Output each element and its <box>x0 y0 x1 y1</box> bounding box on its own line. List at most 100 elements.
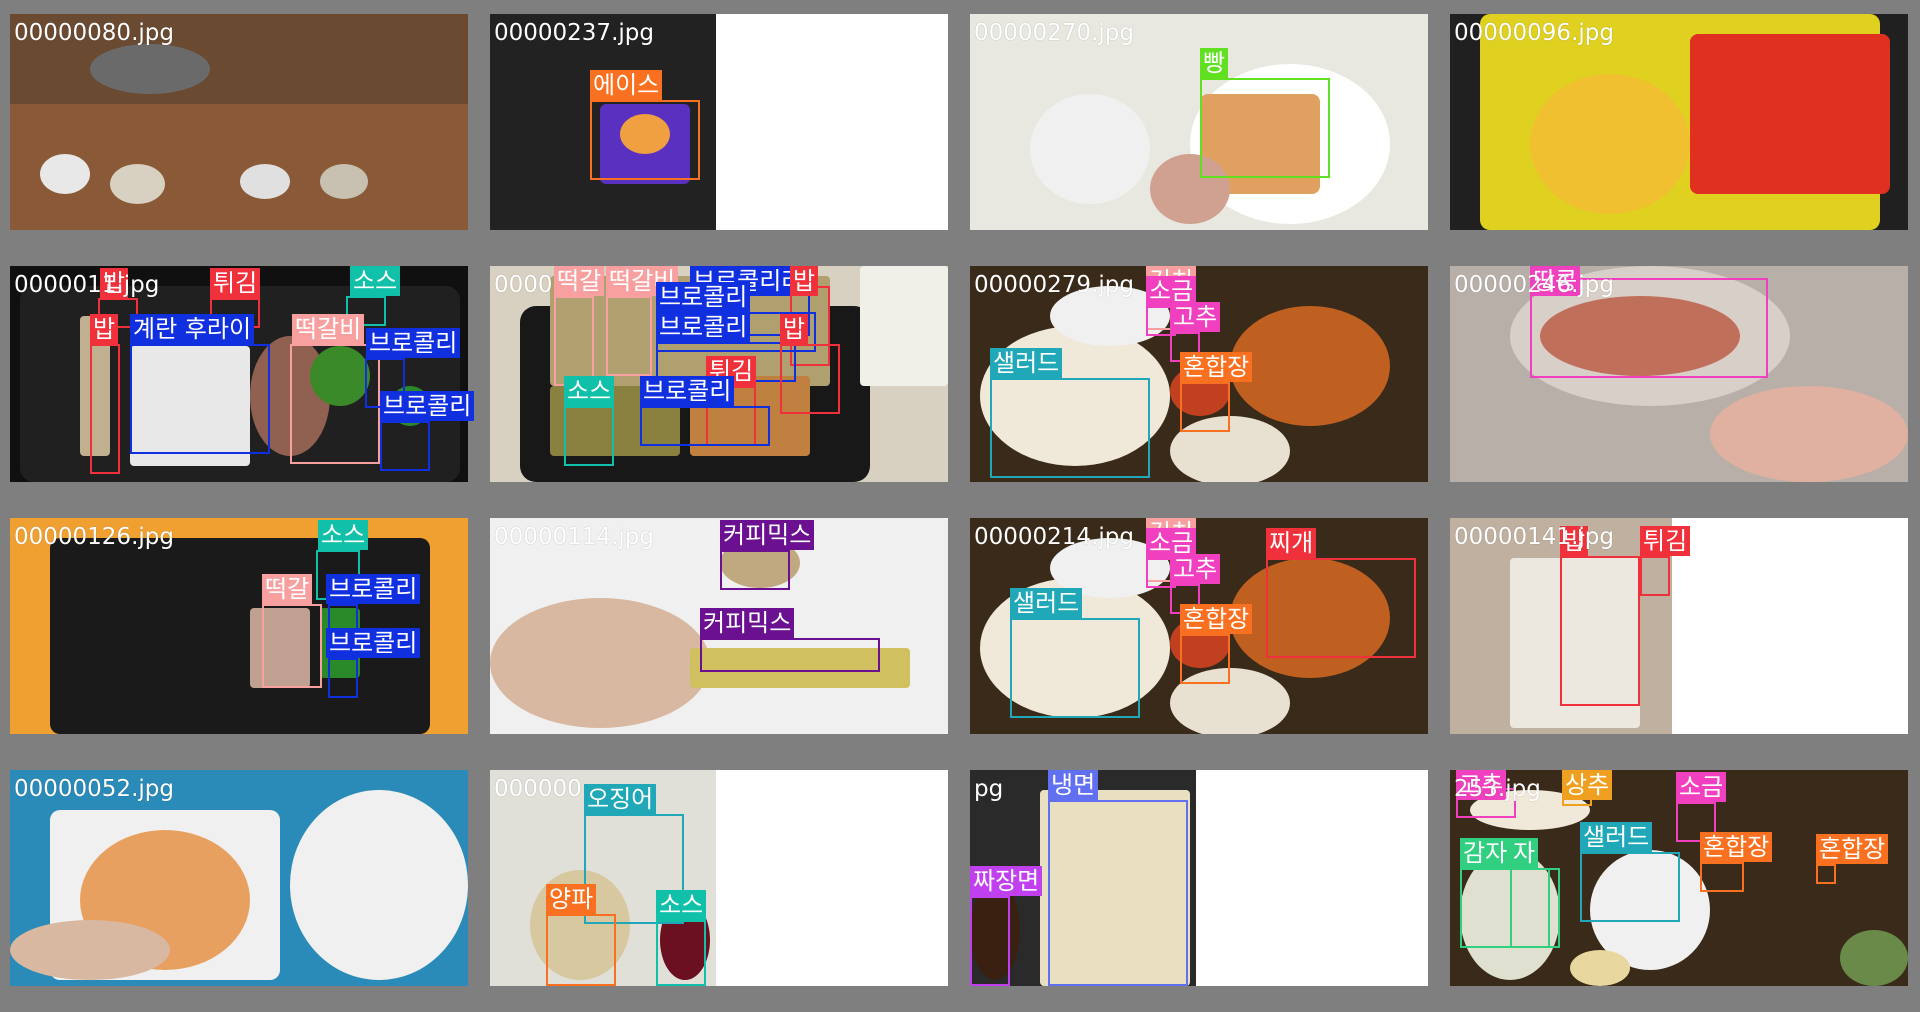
bounding-box <box>584 814 684 924</box>
bounding-box <box>290 344 380 464</box>
bounding-box <box>546 914 616 986</box>
class-label: 떡갈비 <box>292 314 365 344</box>
class-label: 오징어 <box>584 784 657 814</box>
class-label: 샐러드 <box>1580 822 1653 852</box>
class-label: 샐러드 <box>1010 588 1083 618</box>
food-photo <box>1450 14 1908 230</box>
bounding-box <box>130 344 270 454</box>
class-label: 브로콜리 <box>640 376 735 406</box>
tile: 00000052.jpg <box>10 770 480 1012</box>
photo-region <box>1710 386 1908 482</box>
bounding-box <box>1700 862 1744 892</box>
bounding-box <box>1048 800 1188 986</box>
bounding-box <box>1640 556 1670 596</box>
class-label: 혼합장 <box>1816 834 1889 864</box>
photo-region <box>1170 416 1290 482</box>
class-label: 짜장면 <box>970 866 1043 896</box>
food-photo <box>970 770 1196 986</box>
bounding-box <box>1010 618 1140 718</box>
photo-region <box>10 920 170 980</box>
class-label: 땅콩 <box>1530 266 1581 296</box>
class-label: 밥 <box>780 314 809 344</box>
class-label: 상추 <box>1562 770 1613 800</box>
tile: 0000011.jpg 밥 튀김 소스 밥 계란 후라이 떡갈비 브로콜리 브로콜리 <box>10 266 480 508</box>
photo-region <box>1510 558 1640 728</box>
food-photo <box>1450 266 1908 482</box>
class-label: 밥 <box>1560 526 1589 556</box>
image-filename: 00000080.jpg <box>14 20 174 46</box>
letterbox-padding <box>716 770 948 986</box>
food-photo <box>490 14 716 230</box>
bounding-box <box>656 920 706 986</box>
bounding-box <box>1266 558 1416 658</box>
letterbox-padding <box>1672 518 1908 734</box>
tile: 00000141.jpg 밥 튀김 <box>1450 518 1920 760</box>
class-label: 브로콜리 <box>656 282 751 312</box>
bounding-box <box>564 406 614 466</box>
bounding-box <box>328 658 358 698</box>
photo-region <box>290 790 468 980</box>
class-label: 떡갈비 <box>606 266 679 296</box>
food-photo <box>10 14 468 230</box>
class-label: 고추 <box>1170 554 1221 584</box>
food-photo <box>10 770 468 986</box>
tile: 000000 오징어 양파 소스 <box>490 770 960 1012</box>
photo-region <box>1230 558 1390 678</box>
class-label: 브로콜리 <box>326 628 421 658</box>
bounding-box <box>1200 78 1330 178</box>
class-label: 감자 <box>1460 838 1511 868</box>
tile: 00000080.jpg <box>10 14 480 256</box>
class-label: 브로콜리 <box>326 574 421 604</box>
tile: 253.jpg 고추 상추 소금 샐러드 혼합장 혼합장 감자 자 <box>1450 770 1920 1012</box>
photo-region <box>1040 790 1190 986</box>
class-label: 소스 <box>318 520 369 550</box>
bounding-box <box>1460 868 1550 948</box>
class-label: 소금 <box>1146 528 1197 558</box>
bounding-box <box>1676 802 1716 842</box>
class-label: 찌개 <box>1266 528 1317 558</box>
photo-region <box>1530 74 1690 214</box>
class-label: 소금 <box>1676 772 1727 802</box>
image-filename: 00000279.jpg <box>974 272 1134 298</box>
bounding-box <box>1816 864 1836 884</box>
food-photo <box>10 518 468 734</box>
image-filename: pg <box>974 776 1004 802</box>
image-filename: 00000214.jpg <box>974 524 1134 550</box>
food-photo <box>970 14 1428 230</box>
class-label: 자 <box>1510 838 1539 868</box>
tile: pg 냉면 짜장면 <box>970 770 1440 1012</box>
tile: 00000114.jpg 커피믹스 커피믹스 <box>490 518 960 760</box>
photo-region <box>310 346 370 406</box>
photo-region <box>110 164 165 204</box>
bounding-box <box>380 421 430 471</box>
photo-region <box>130 346 250 466</box>
class-label: 떡갈 <box>262 574 313 604</box>
bounding-box <box>90 344 120 474</box>
bounding-box <box>970 896 1010 986</box>
image-filename: 00000114.jpg <box>494 524 654 550</box>
tile: 00000126.jpg 소스 떡갈 브로콜리 브로콜리 <box>10 518 480 760</box>
class-label: 소스 <box>656 890 707 920</box>
bounding-box <box>640 406 770 446</box>
class-label: 빵 <box>1200 48 1229 78</box>
class-label: 샐러드 <box>990 348 1063 378</box>
photo-region <box>860 266 948 386</box>
photo-region <box>250 608 310 688</box>
bounding-box <box>1180 382 1230 432</box>
bounding-box <box>780 344 840 414</box>
letterbox-padding <box>1196 770 1428 986</box>
class-label: 밥 <box>90 314 119 344</box>
bounding-box <box>1510 868 1560 948</box>
image-filename: 00000096.jpg <box>1454 20 1614 46</box>
photo-region <box>320 164 368 199</box>
bounding-box <box>606 296 652 376</box>
class-label: 튀김 <box>1640 526 1691 556</box>
class-label: 떡갈 <box>554 266 605 296</box>
image-filename: 00000052.jpg <box>14 776 174 802</box>
class-label: 에이스 <box>590 70 663 100</box>
class-label: 브로콜리 <box>366 328 461 358</box>
bounding-box <box>590 100 700 180</box>
photo-region <box>620 114 670 154</box>
photo-region <box>490 598 710 728</box>
bounding-box <box>1180 634 1230 684</box>
